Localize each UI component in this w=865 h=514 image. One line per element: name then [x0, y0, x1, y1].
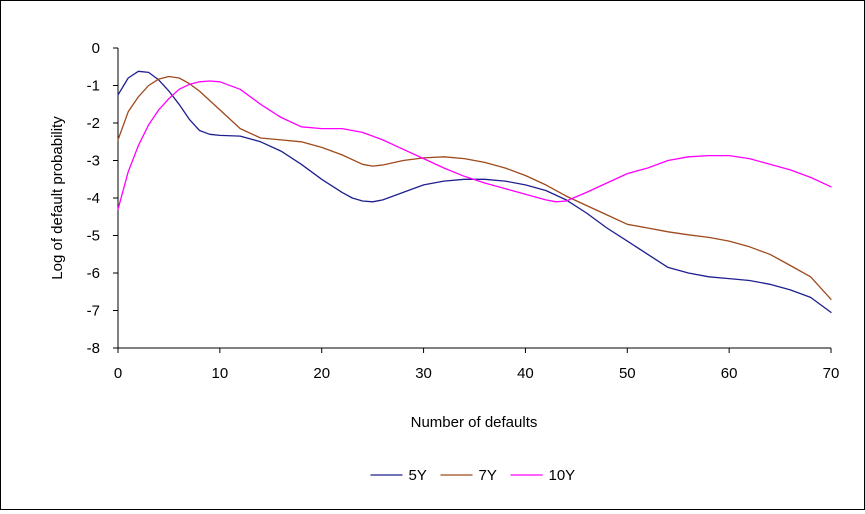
y-tick-label: -5 [87, 228, 100, 245]
x-tick-label: 30 [415, 365, 432, 382]
x-tick-label: 0 [114, 365, 122, 382]
y-tick-label: -8 [87, 340, 100, 357]
y-tick-label: -7 [87, 303, 100, 320]
x-tick-label: 20 [313, 365, 330, 382]
x-ticks: 0 10 20 30 40 50 60 70 [114, 348, 840, 382]
y-tick-label: -1 [87, 78, 100, 95]
legend-item-10y: 10Y [510, 467, 576, 484]
y-tick-label: -4 [87, 190, 100, 207]
x-tick-label: 70 [823, 365, 840, 382]
x-tick-label: 50 [619, 365, 636, 382]
legend-item-5y: 5Y [370, 467, 427, 484]
y-tick-label: -6 [87, 265, 100, 282]
series-line-10y [117, 80, 832, 210]
y-tick-label: -2 [87, 115, 100, 132]
x-axis-label: Number of defaults [411, 414, 538, 431]
x-tick-label: 60 [721, 365, 738, 382]
y-axis-label: Log of default probability [49, 116, 66, 280]
x-tick-label: 40 [517, 365, 534, 382]
x-tick-label: 10 [212, 365, 229, 382]
y-tick-label: -3 [87, 153, 100, 170]
series-lines [117, 70, 832, 314]
y-tick-label: 0 [92, 40, 100, 57]
series-line-5y [117, 70, 832, 314]
series-line-7y [117, 75, 832, 300]
legend-item-7y: 7Y [440, 467, 497, 484]
axes [117, 48, 831, 349]
legend-label: 7Y [479, 467, 497, 484]
y-ticks: 0 -1 -2 -3 -4 -5 -6 -7 -8 [87, 40, 118, 357]
legend-label: 5Y [409, 467, 427, 484]
legend-label: 10Y [549, 467, 576, 484]
legend: 5Y 7Y 10Y [370, 467, 576, 484]
